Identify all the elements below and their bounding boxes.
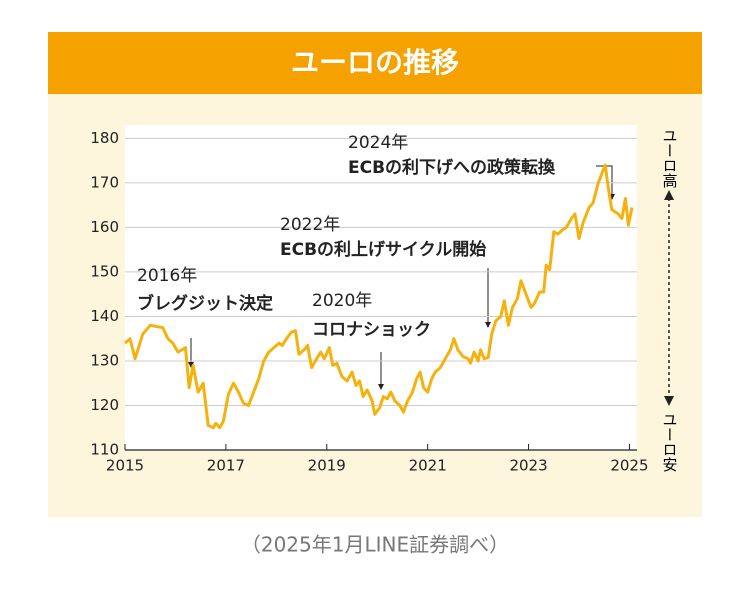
- x-tick-label: 2023: [509, 457, 547, 475]
- annotation-text: ブレグジット決定: [137, 293, 273, 314]
- line: [123, 163, 634, 430]
- x-tick-label: 2019: [308, 457, 346, 475]
- annotation-year: 2024年: [348, 133, 408, 153]
- side-label-bottom: ユーロ安: [661, 412, 679, 472]
- annotation-text: ECBの利上げサイクル開始: [280, 239, 486, 260]
- annotation-text: ECBの利下げへの政策転換: [348, 157, 556, 178]
- y-tick-label: 150: [90, 262, 119, 280]
- side-labels: ユーロ高 ユーロ安: [661, 128, 679, 472]
- y-tick-label: 120: [90, 396, 119, 414]
- x-tick-label: 2025: [610, 457, 648, 475]
- annotation-year: 2020年: [312, 291, 372, 311]
- x-tick-label: 2021: [409, 457, 447, 475]
- x-tick-label: 2017: [207, 457, 245, 475]
- y-tick-label: 170: [90, 173, 119, 191]
- arrow: [596, 165, 613, 198]
- annotation-text: コロナショック: [312, 320, 431, 340]
- header-bar: [48, 32, 702, 94]
- annotation-year: 2016年: [137, 266, 197, 286]
- side-label-top: ユーロ高: [661, 128, 679, 188]
- x-tick-label: 2015: [106, 457, 144, 475]
- y-tick-label: 180: [90, 129, 119, 147]
- chart-title: ユーロの推移: [291, 46, 459, 79]
- arrow-head: [188, 362, 194, 368]
- y-tick-label: 110: [90, 441, 119, 459]
- arrow-head: [485, 322, 491, 328]
- plot-area: [125, 125, 637, 450]
- arrow-head: [378, 384, 384, 390]
- annotation-year: 2022年: [280, 215, 340, 235]
- y-tick-label: 140: [90, 307, 119, 325]
- y-tick-label: 160: [90, 218, 119, 236]
- y-tick-label: 130: [90, 351, 119, 369]
- source: （2025年1月LINE証券調べ）: [241, 533, 509, 557]
